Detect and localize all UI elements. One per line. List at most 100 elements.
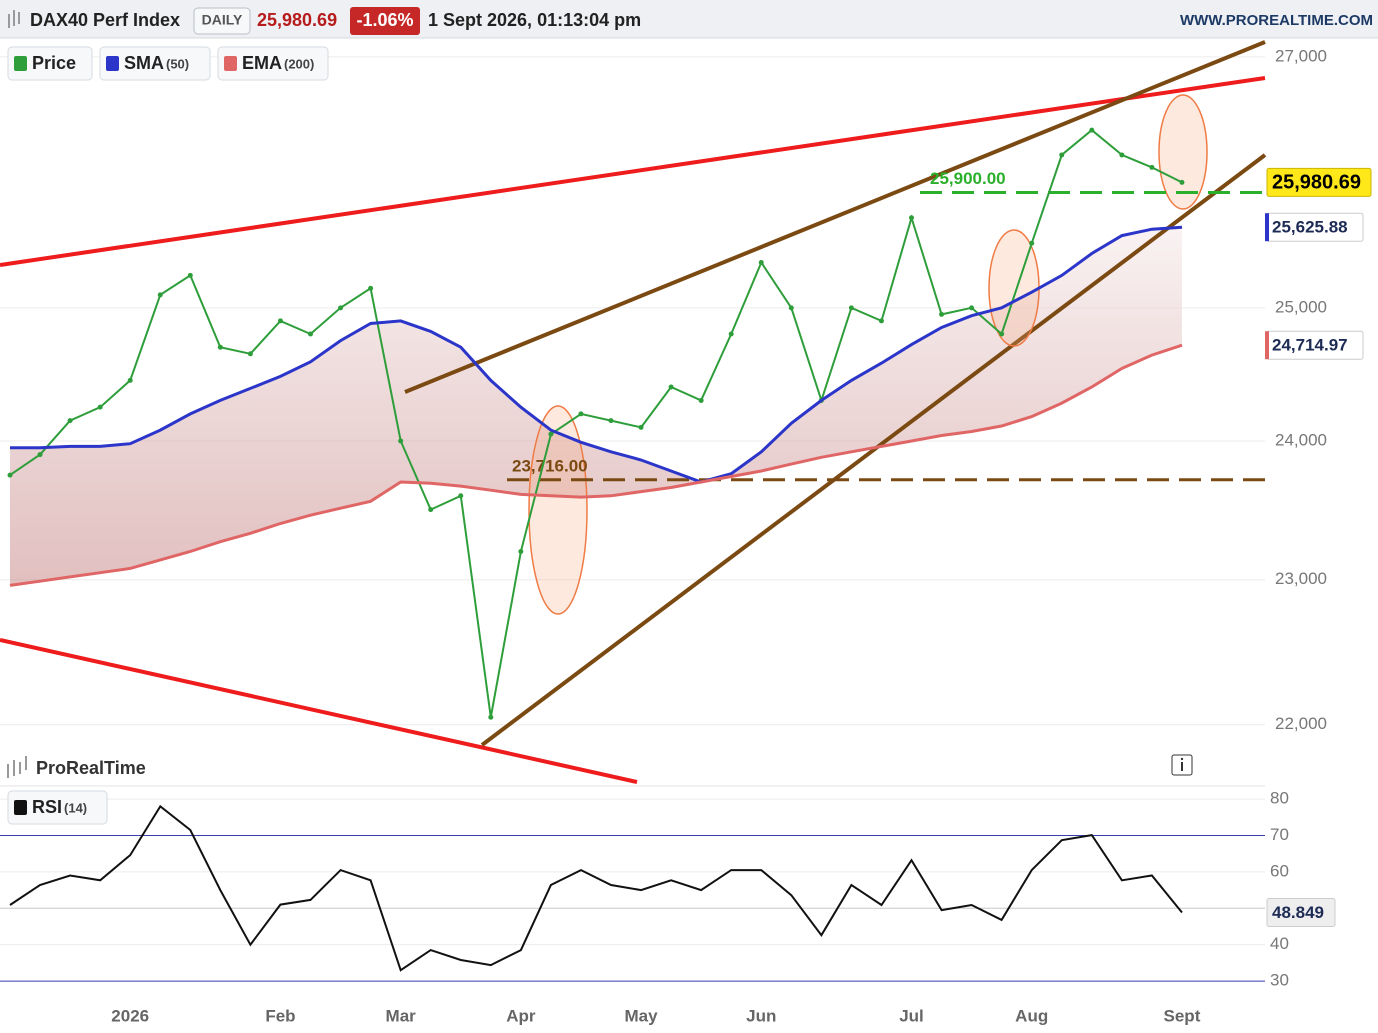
price-point — [247, 351, 253, 357]
series-line — [9, 128, 1183, 718]
legend-name[interactable]: RSI — [32, 797, 62, 817]
price-point — [638, 424, 644, 430]
y-tick-label: 40 — [1270, 934, 1289, 953]
price-point — [37, 452, 43, 458]
price-point — [308, 331, 313, 337]
price-point — [878, 318, 884, 324]
x-tick-label: Feb — [265, 1006, 295, 1025]
legend-name[interactable]: Price — [32, 53, 76, 73]
drawings — [0, 40, 1267, 784]
price-point — [788, 305, 794, 311]
level-label: 23,716.00 — [512, 456, 588, 475]
last-price: 25,980.69 — [257, 10, 337, 30]
x-tick-label: Mar — [386, 1006, 417, 1025]
price-point — [277, 318, 283, 324]
change: -1.06% — [356, 10, 413, 30]
price-point — [127, 377, 133, 383]
legend-swatch — [224, 56, 237, 71]
price-point — [488, 714, 494, 720]
price-point — [758, 259, 764, 265]
legend-period[interactable]: (50) — [166, 56, 189, 71]
x-tick-label: Aug — [1015, 1006, 1048, 1025]
series-line — [10, 225, 1183, 484]
price-point — [939, 311, 945, 317]
price-point — [1029, 240, 1035, 246]
legend-name[interactable]: SMA — [124, 53, 164, 73]
y-tick-label: 24,000 — [1275, 430, 1327, 449]
y-tick-label: 22,000 — [1275, 714, 1327, 733]
value-tag — [1266, 167, 1372, 197]
trendline — [0, 76, 1266, 267]
y-tick-label: 30 — [1270, 971, 1289, 990]
value-tag-label: 25,980.69 — [1272, 172, 1361, 194]
price-point — [698, 397, 704, 403]
price-point — [1059, 152, 1065, 158]
legend-button[interactable] — [99, 46, 211, 81]
legend-name[interactable]: EMA — [242, 53, 282, 73]
legend-button[interactable] — [7, 46, 93, 81]
ma-band — [10, 227, 1182, 586]
price-point — [7, 472, 13, 478]
watermark-icon — [7, 756, 27, 778]
y-tick-label: 27,000 — [1275, 46, 1327, 65]
value-tag-bar — [1265, 213, 1269, 242]
datetime: 1 Sept 2026, 01:13:04 pm — [428, 10, 641, 30]
x-tick-label: May — [625, 1006, 659, 1025]
interval-box[interactable] — [193, 7, 251, 35]
price-point — [368, 285, 374, 291]
y-tick-label: 25,000 — [1275, 297, 1327, 316]
price-point — [428, 507, 434, 513]
change-box — [350, 7, 420, 35]
site[interactable]: WWW.PROREALTIME.COM — [1180, 12, 1373, 29]
price-point — [848, 305, 854, 311]
legend-swatch — [106, 56, 119, 71]
trendline — [0, 638, 638, 784]
price-point — [518, 549, 524, 555]
price-point — [338, 305, 344, 311]
price-point — [548, 431, 554, 437]
price-point — [728, 331, 734, 337]
price-point — [608, 418, 614, 424]
value-tag-label: 25,625.88 — [1272, 218, 1348, 237]
price-point — [1149, 164, 1155, 170]
highlight — [528, 405, 588, 615]
x-tick-label: Jul — [899, 1006, 924, 1025]
watermark: ProRealTime — [36, 758, 146, 778]
legend-button[interactable] — [217, 46, 329, 81]
price-point — [97, 404, 103, 410]
level-label: 25,900.00 — [930, 169, 1006, 188]
value-tag-label: 48.849 — [1272, 903, 1324, 922]
value-tag-bar — [1265, 331, 1269, 360]
price-point — [67, 418, 73, 424]
y-tick-label: 70 — [1270, 825, 1289, 844]
price-point — [909, 215, 914, 221]
x-tick-label: 2026 — [111, 1006, 149, 1025]
legend-swatch — [14, 800, 27, 815]
price-point — [398, 438, 404, 444]
info-glyph — [1180, 757, 1184, 761]
price-point — [1089, 127, 1095, 133]
legend-period[interactable]: (14) — [64, 800, 87, 815]
series-line — [9, 343, 1183, 587]
series-line — [9, 804, 1183, 972]
legend-button[interactable] — [7, 790, 108, 825]
header-icon — [8, 10, 20, 28]
y-tick-label: 23,000 — [1275, 569, 1327, 588]
legend-period[interactable]: (200) — [284, 56, 314, 71]
price-point — [999, 331, 1005, 337]
value-tag — [1266, 897, 1336, 927]
price-point — [458, 493, 464, 499]
interval[interactable]: DAILY — [202, 12, 243, 28]
legend-swatch — [14, 56, 27, 71]
x-tick-label: Sept — [1164, 1006, 1201, 1025]
background-layer — [0, 56, 1265, 982]
price-point — [668, 384, 674, 390]
price-point — [187, 272, 193, 278]
x-tick-label: Apr — [506, 1006, 536, 1025]
trendline — [480, 153, 1267, 747]
price-point — [1179, 179, 1185, 185]
symbol: DAX40 Perf Index — [30, 10, 180, 30]
price-point — [578, 411, 584, 417]
